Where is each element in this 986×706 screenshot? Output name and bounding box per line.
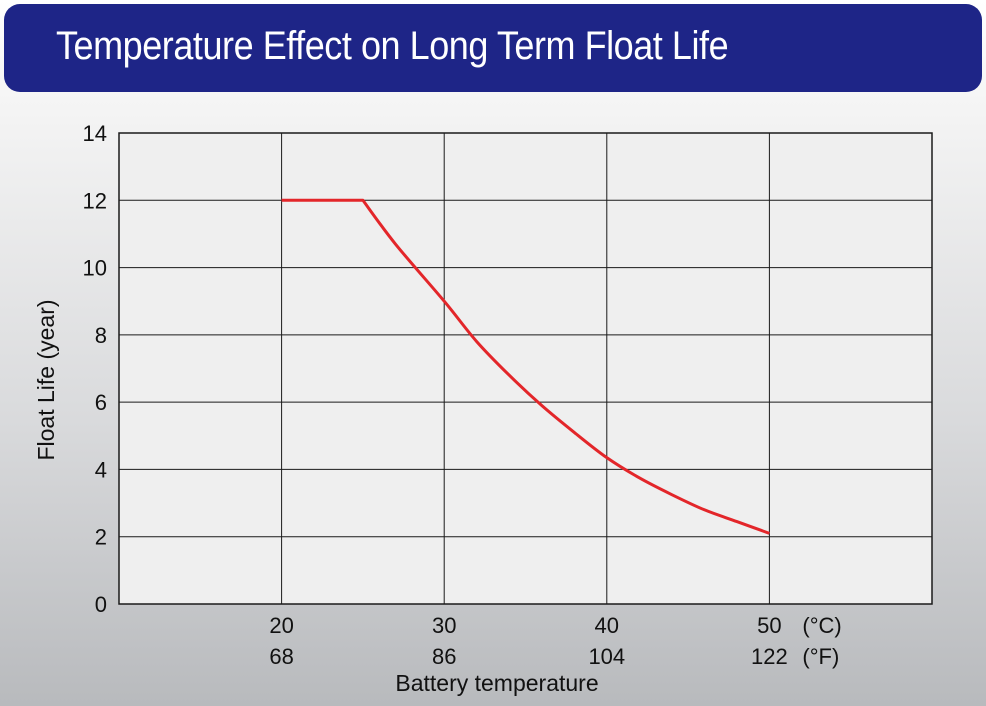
y-axis-label: Float Life (year) <box>33 299 59 460</box>
x-tick-label-fahrenheit: 104 <box>588 644 625 669</box>
x-tick-label-fahrenheit: 122 <box>751 644 788 669</box>
y-tick-label: 0 <box>95 592 107 617</box>
x-axis-label: Battery temperature <box>395 670 598 696</box>
x-tick-label-celsius: 40 <box>595 613 619 638</box>
title-bar: Temperature Effect on Long Term Float Li… <box>4 4 982 92</box>
y-tick-label: 6 <box>95 390 107 415</box>
plot-area <box>118 132 933 605</box>
y-tick-label: 10 <box>83 256 107 281</box>
grid-lines <box>119 133 932 604</box>
y-tick-label: 12 <box>83 188 107 213</box>
unit-celsius-label: (°C) <box>802 613 841 638</box>
x-tick-label-fahrenheit: 86 <box>432 644 456 669</box>
x-tick-label-fahrenheit: 68 <box>269 644 293 669</box>
float-life-line <box>281 198 770 535</box>
y-tick-label: 14 <box>83 121 107 146</box>
y-tick-label: 4 <box>95 457 107 482</box>
chart-title: Temperature Effect on Long Term Float Li… <box>56 24 729 68</box>
x-tick-label-celsius: 50 <box>757 613 781 638</box>
unit-fahrenheit-label: (°F) <box>802 644 839 669</box>
y-tick-label: 2 <box>95 525 107 550</box>
x-tick-label-celsius: 20 <box>269 613 293 638</box>
y-tick-label: 8 <box>95 323 107 348</box>
x-tick-label-celsius: 30 <box>432 613 456 638</box>
x-tick-labels: 20 68 30 86 40 104 50 122 (°C) (°F) <box>269 613 841 669</box>
y-tick-labels: 0 2 4 6 8 10 12 14 <box>83 121 107 617</box>
